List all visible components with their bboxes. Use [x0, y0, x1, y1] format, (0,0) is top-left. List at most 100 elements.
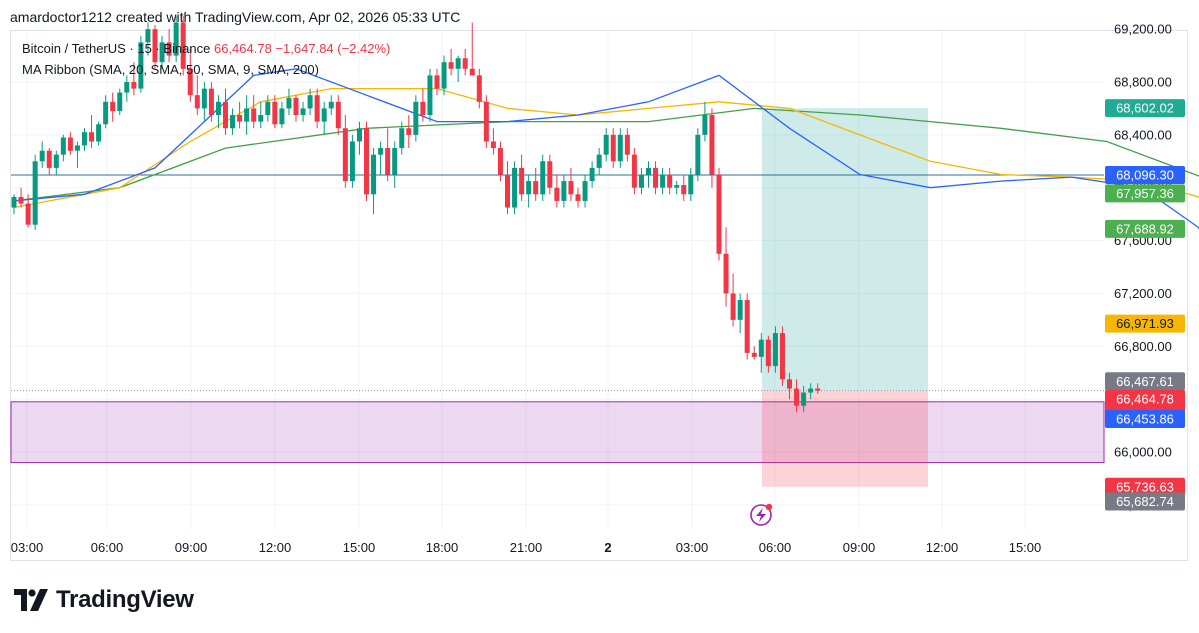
- candle[interactable]: [702, 115, 708, 135]
- candle[interactable]: [490, 141, 496, 149]
- candle[interactable]: [674, 185, 680, 188]
- zone-rectangle[interactable]: [10, 401, 1105, 464]
- candle[interactable]: [462, 58, 468, 69]
- candle[interactable]: [596, 154, 602, 168]
- candle[interactable]: [89, 132, 95, 142]
- candle[interactable]: [758, 339, 764, 357]
- candle[interactable]: [60, 137, 66, 155]
- candle[interactable]: [215, 101, 221, 116]
- position-target-zone[interactable]: [762, 108, 928, 391]
- candle[interactable]: [582, 181, 588, 201]
- chart-frame[interactable]: [10, 30, 1188, 561]
- candle[interactable]: [124, 82, 130, 93]
- candle[interactable]: [96, 124, 102, 142]
- candle[interactable]: [406, 128, 412, 135]
- candle[interactable]: [265, 101, 271, 116]
- candle[interactable]: [441, 62, 447, 89]
- candle[interactable]: [448, 62, 454, 69]
- candle[interactable]: [497, 148, 503, 175]
- candle[interactable]: [589, 167, 595, 182]
- candle[interactable]: [180, 22, 186, 69]
- candle[interactable]: [505, 174, 510, 208]
- candle[interactable]: [772, 333, 778, 367]
- candle[interactable]: [349, 141, 355, 182]
- candle[interactable]: [561, 181, 567, 201]
- candle[interactable]: [399, 128, 405, 149]
- candle[interactable]: [695, 134, 701, 175]
- candle[interactable]: [18, 196, 24, 204]
- candle[interactable]: [568, 181, 574, 195]
- candle[interactable]: [787, 379, 792, 389]
- lightning-icon[interactable]: [750, 504, 772, 526]
- position-stop-zone[interactable]: [762, 390, 928, 487]
- candle[interactable]: [723, 253, 729, 294]
- candle[interactable]: [751, 352, 757, 357]
- candle[interactable]: [272, 101, 278, 125]
- candle[interactable]: [103, 101, 109, 125]
- candle[interactable]: [526, 181, 532, 195]
- candle[interactable]: [223, 101, 228, 129]
- candle[interactable]: [794, 388, 800, 406]
- candle[interactable]: [554, 187, 560, 201]
- candle[interactable]: [82, 132, 87, 146]
- candle[interactable]: [646, 167, 651, 175]
- candle[interactable]: [512, 167, 518, 208]
- candle[interactable]: [145, 29, 151, 43]
- candle[interactable]: [321, 108, 327, 122]
- candle[interactable]: [547, 161, 553, 188]
- candle[interactable]: [603, 134, 609, 155]
- candle[interactable]: [279, 108, 285, 125]
- candle[interactable]: [244, 108, 250, 122]
- candle[interactable]: [138, 42, 144, 89]
- candle[interactable]: [300, 108, 306, 116]
- candle[interactable]: [173, 22, 179, 56]
- candle[interactable]: [159, 42, 165, 63]
- candle[interactable]: [166, 42, 172, 56]
- candle[interactable]: [131, 82, 137, 89]
- candle[interactable]: [413, 101, 419, 135]
- candle[interactable]: [533, 181, 539, 195]
- candle[interactable]: [237, 115, 243, 122]
- candle[interactable]: [730, 293, 736, 320]
- candle[interactable]: [688, 174, 694, 195]
- candle[interactable]: [342, 128, 348, 182]
- candle[interactable]: [335, 101, 341, 129]
- symbol-legend[interactable]: Bitcoin / TetherUS · 15 · Binance 66,464…: [22, 41, 390, 56]
- candle[interactable]: [328, 101, 334, 109]
- candle[interactable]: [779, 333, 785, 380]
- candle[interactable]: [378, 148, 384, 155]
- indicator-legend[interactable]: MA Ribbon (SMA, 20, SMA, 50, SMA, 9, SMA…: [22, 62, 319, 77]
- candle[interactable]: [455, 58, 461, 69]
- candle[interactable]: [801, 392, 807, 406]
- candle[interactable]: [371, 154, 377, 195]
- candle[interactable]: [46, 150, 52, 168]
- candle[interactable]: [32, 161, 38, 225]
- candle[interactable]: [364, 128, 369, 195]
- candle[interactable]: [716, 174, 722, 254]
- candle[interactable]: [392, 148, 398, 175]
- candle[interactable]: [610, 134, 616, 162]
- candle[interactable]: [230, 115, 236, 129]
- candle[interactable]: [427, 75, 433, 116]
- candle[interactable]: [519, 167, 525, 195]
- candle[interactable]: [660, 174, 666, 188]
- candle[interactable]: [53, 154, 59, 168]
- candle[interactable]: [67, 137, 73, 151]
- candle[interactable]: [307, 95, 313, 109]
- candle[interactable]: [208, 88, 214, 116]
- candle[interactable]: [187, 68, 193, 96]
- candle[interactable]: [540, 161, 546, 195]
- candle[interactable]: [251, 108, 257, 122]
- candle[interactable]: [11, 196, 17, 208]
- candle[interactable]: [617, 134, 623, 162]
- candle[interactable]: [286, 97, 292, 109]
- candle[interactable]: [631, 154, 637, 188]
- candle[interactable]: [420, 101, 426, 116]
- candle[interactable]: [765, 339, 771, 367]
- candle[interactable]: [194, 95, 200, 109]
- candle[interactable]: [653, 167, 659, 188]
- candle[interactable]: [483, 101, 489, 142]
- candle[interactable]: [737, 300, 743, 320]
- candle[interactable]: [469, 68, 475, 76]
